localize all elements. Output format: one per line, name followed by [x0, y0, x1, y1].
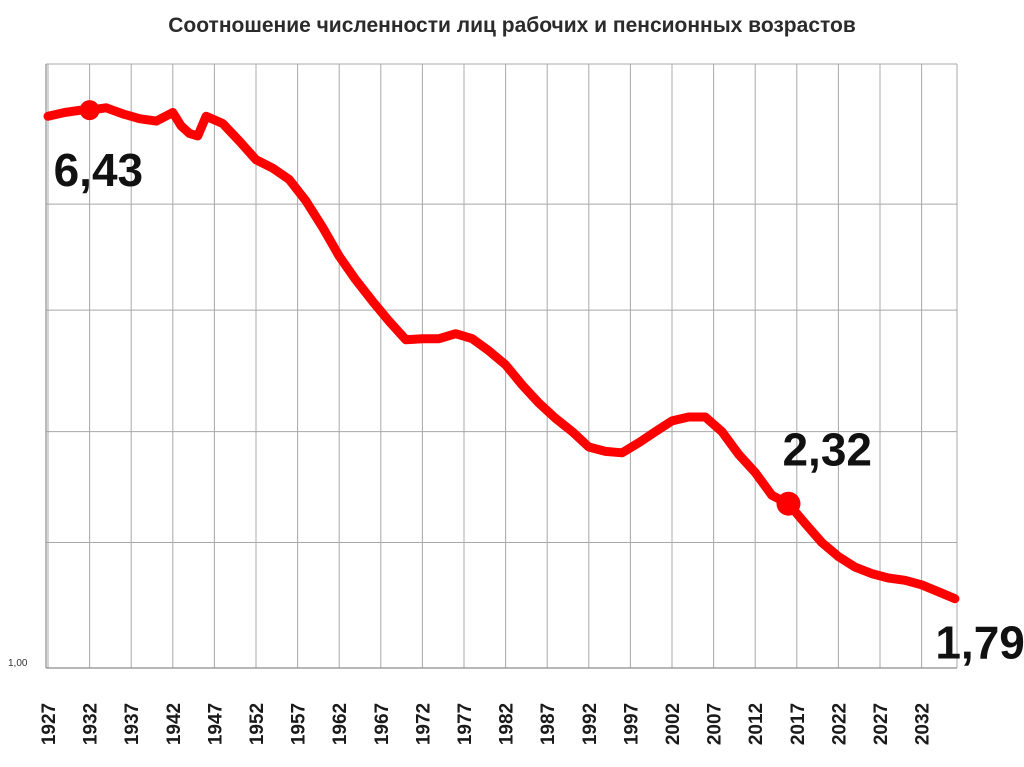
x-tick-label: 1977: [455, 703, 476, 745]
callout-label: 1,79: [935, 617, 1024, 669]
x-tick-label: 2002: [663, 703, 684, 745]
x-tick-label: 1942: [164, 703, 185, 745]
x-tick-label: 1952: [247, 703, 268, 745]
x-tick-label: 1937: [122, 703, 143, 745]
x-tick-label: 1992: [580, 703, 601, 745]
chart-title: Соотношение численности лиц рабочих и пе…: [168, 14, 856, 37]
x-tick-label: 2012: [746, 703, 767, 745]
x-tick-label: 2032: [913, 703, 934, 745]
y-tick-label: 1,00: [8, 658, 28, 669]
x-tick-label: 1972: [413, 703, 434, 745]
series-line: [43, 103, 960, 604]
x-tick-label: 1962: [330, 703, 351, 745]
x-tick-label: 1932: [81, 703, 102, 745]
data-point-marker: [79, 100, 100, 121]
x-tick-label: 1947: [205, 703, 226, 745]
callout-label: 6,43: [54, 144, 144, 196]
x-tick-label: 2017: [788, 703, 809, 745]
x-tick-label: 1987: [538, 703, 559, 745]
x-tick-label: 2022: [829, 703, 850, 745]
x-tick-label: 1927: [39, 703, 60, 745]
x-tick-label: 2027: [871, 703, 892, 745]
x-tick-label: 1982: [497, 703, 518, 745]
data-point-marker: [776, 491, 801, 516]
x-tick-label: 1997: [621, 703, 642, 745]
x-tick-label: 1957: [289, 703, 310, 745]
x-tick-label: 1967: [372, 703, 393, 745]
x-tick-label: 2007: [705, 703, 726, 745]
callout-label: 2,32: [782, 424, 872, 476]
